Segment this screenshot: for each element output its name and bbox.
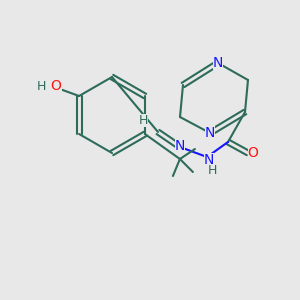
Text: N: N [205,126,215,140]
Text: H: H [207,164,217,178]
Text: O: O [51,79,62,93]
Text: H: H [138,113,148,127]
Text: N: N [213,56,223,70]
Text: N: N [204,153,214,167]
Text: H: H [36,80,46,92]
Text: O: O [248,146,258,160]
Text: N: N [175,139,185,153]
